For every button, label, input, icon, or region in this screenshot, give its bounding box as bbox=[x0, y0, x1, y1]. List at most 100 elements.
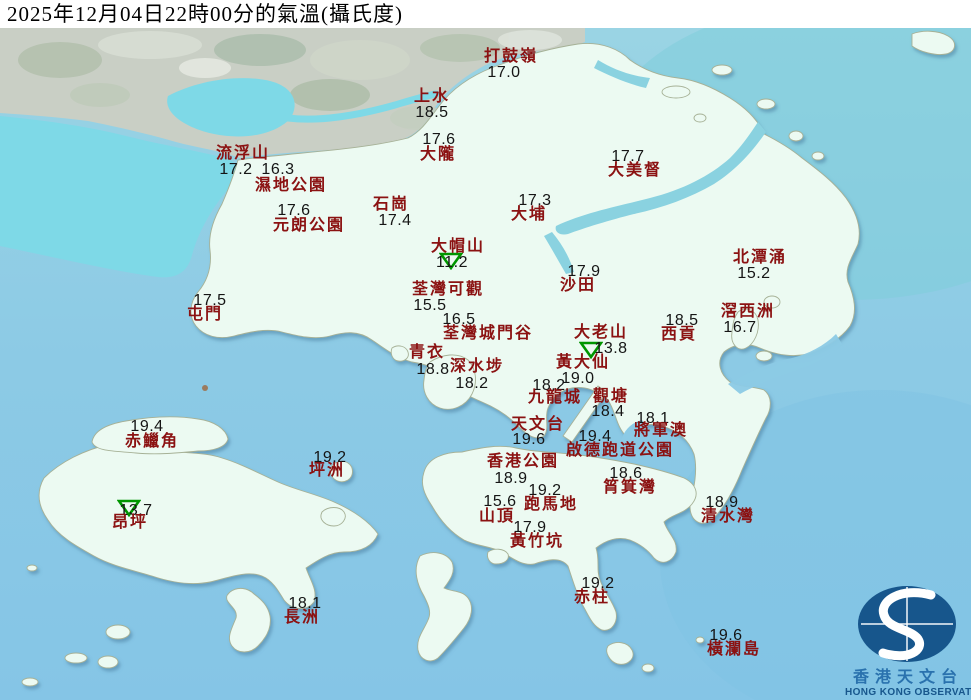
station-name: 坪洲 bbox=[308, 462, 346, 479]
land-ap-lei-chau bbox=[487, 548, 509, 565]
port-shelter bbox=[728, 334, 842, 394]
land-waglan-island bbox=[695, 636, 705, 644]
land-kau-sai-chau bbox=[731, 308, 759, 350]
station-temp: 18.8 bbox=[416, 361, 450, 378]
land-tap-mun bbox=[788, 130, 804, 142]
land-islet bbox=[811, 151, 825, 161]
station-name: 大帽山 bbox=[430, 238, 486, 255]
station-name: 滘西洲 bbox=[720, 303, 776, 320]
station-name: 長洲 bbox=[283, 609, 321, 626]
logo-text-en: HONG KONG OBSERVATORY bbox=[845, 687, 971, 698]
station-name: 流浮山 bbox=[215, 145, 271, 162]
station-name: 荃灣城門谷 bbox=[442, 325, 534, 342]
land-cheung-chau bbox=[226, 587, 271, 653]
station-name: 山頂 bbox=[478, 508, 516, 525]
station-temp: 19.2 bbox=[581, 575, 615, 592]
land-islet bbox=[64, 652, 88, 664]
station-temp: 18.4 bbox=[591, 403, 625, 420]
station-name: 西貢 bbox=[660, 326, 698, 343]
station-name: 黃大仙 bbox=[555, 354, 611, 371]
station-temp: 17.9 bbox=[567, 263, 601, 280]
station-name: 橫瀾島 bbox=[706, 641, 762, 658]
land-airport-chek-lap-kok bbox=[91, 416, 229, 455]
station-name: 北潭涌 bbox=[732, 249, 788, 266]
station-name: 赤鱲角 bbox=[124, 433, 180, 450]
station-name: 跑馬地 bbox=[523, 496, 579, 513]
land-kai-tak-runway bbox=[562, 385, 608, 443]
station-temp: 16.3 bbox=[261, 161, 295, 178]
station-name: 上水 bbox=[413, 88, 451, 105]
station-temp: 19.6 bbox=[512, 431, 546, 448]
station-name: 濕地公園 bbox=[254, 177, 328, 194]
station-name: 清水灣 bbox=[700, 508, 756, 525]
summit-marker-icon bbox=[116, 499, 142, 518]
station-temp: 19.0 bbox=[561, 370, 595, 387]
land-hei-ling-chau bbox=[320, 507, 346, 527]
summit-marker-icon bbox=[578, 341, 604, 360]
land-group bbox=[21, 30, 955, 687]
land-hong-kong-island bbox=[421, 445, 697, 631]
station-name: 深水埗 bbox=[449, 358, 505, 375]
station-temp: 17.5 bbox=[193, 292, 227, 309]
hko-logo-icon bbox=[858, 586, 956, 662]
station-temp: 19.2 bbox=[528, 482, 562, 499]
land-new-territories bbox=[190, 42, 860, 524]
land-islet bbox=[21, 677, 39, 687]
station-temp: 15.5 bbox=[413, 297, 447, 314]
station-temp: 17.2 bbox=[219, 161, 253, 178]
page-title: 2025年12月04日22時00分的氣溫(攝氏度) bbox=[7, 2, 403, 26]
title-bar: 2025年12月04日22時00分的氣溫(攝氏度) bbox=[0, 0, 971, 28]
shatin-cove bbox=[544, 232, 574, 274]
station-temp: 11.2 bbox=[436, 254, 468, 271]
junk-bay bbox=[620, 420, 648, 452]
station-temp: 17.4 bbox=[378, 212, 412, 229]
logo-text-zh: 香港天文台 bbox=[852, 669, 963, 686]
station-temp: 13.8 bbox=[594, 340, 628, 357]
station-temp: 18.9 bbox=[494, 470, 528, 487]
station-name: 屯門 bbox=[186, 306, 224, 323]
land-peng-chau bbox=[329, 460, 353, 483]
station-name: 九龍城 bbox=[527, 389, 583, 406]
land-islet bbox=[756, 98, 776, 110]
station-temp: 19.2 bbox=[313, 449, 347, 466]
station-name: 石崗 bbox=[372, 196, 410, 213]
station-temp: 17.7 bbox=[611, 148, 645, 165]
land-islet bbox=[755, 350, 773, 362]
station-name: 沙田 bbox=[559, 277, 597, 294]
land-lamma-island bbox=[415, 552, 472, 662]
station-name: 打鼓嶺 bbox=[483, 48, 539, 65]
station-name: 大埔 bbox=[510, 206, 548, 223]
station-name: 大美督 bbox=[607, 162, 663, 179]
station-name: 青衣 bbox=[408, 344, 446, 361]
station-temp: 17.9 bbox=[513, 519, 547, 536]
station-temp: 16.5 bbox=[442, 311, 476, 328]
land-islet bbox=[711, 64, 733, 76]
station-temp: 18.1 bbox=[288, 595, 322, 612]
station-temp: 18.6 bbox=[609, 465, 643, 482]
land-ma-wan bbox=[390, 345, 409, 362]
station-temp: 19.4 bbox=[130, 418, 164, 435]
station-temp: 19.6 bbox=[709, 627, 743, 644]
station-name: 香港公園 bbox=[486, 453, 560, 470]
land-ping-chau bbox=[911, 30, 955, 55]
station-name: 觀塘 bbox=[592, 388, 630, 405]
station-temp: 17.6 bbox=[277, 202, 311, 219]
station-temp: 16.7 bbox=[723, 319, 757, 336]
station-name: 大老山 bbox=[573, 324, 629, 341]
land-tsing-yi bbox=[423, 354, 476, 410]
station-temp: 15.2 bbox=[737, 265, 771, 282]
station-temp: 18.2 bbox=[532, 377, 566, 394]
islet-brown bbox=[202, 385, 208, 391]
station-temp: 17.3 bbox=[518, 192, 552, 209]
station-temp: 18.2 bbox=[455, 375, 489, 392]
inland-waters bbox=[202, 60, 842, 452]
land-islet bbox=[693, 113, 707, 123]
satellite-imagery-area bbox=[0, 28, 585, 278]
station-name: 將軍澳 bbox=[633, 422, 689, 439]
station-temp: 18.5 bbox=[665, 312, 699, 329]
land-islet bbox=[641, 663, 655, 673]
station-temp: 13.7 bbox=[119, 502, 153, 519]
